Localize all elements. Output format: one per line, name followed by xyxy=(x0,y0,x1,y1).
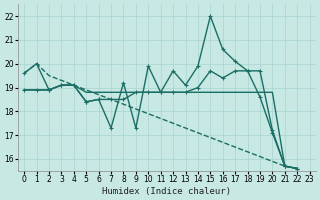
X-axis label: Humidex (Indice chaleur): Humidex (Indice chaleur) xyxy=(102,187,231,196)
